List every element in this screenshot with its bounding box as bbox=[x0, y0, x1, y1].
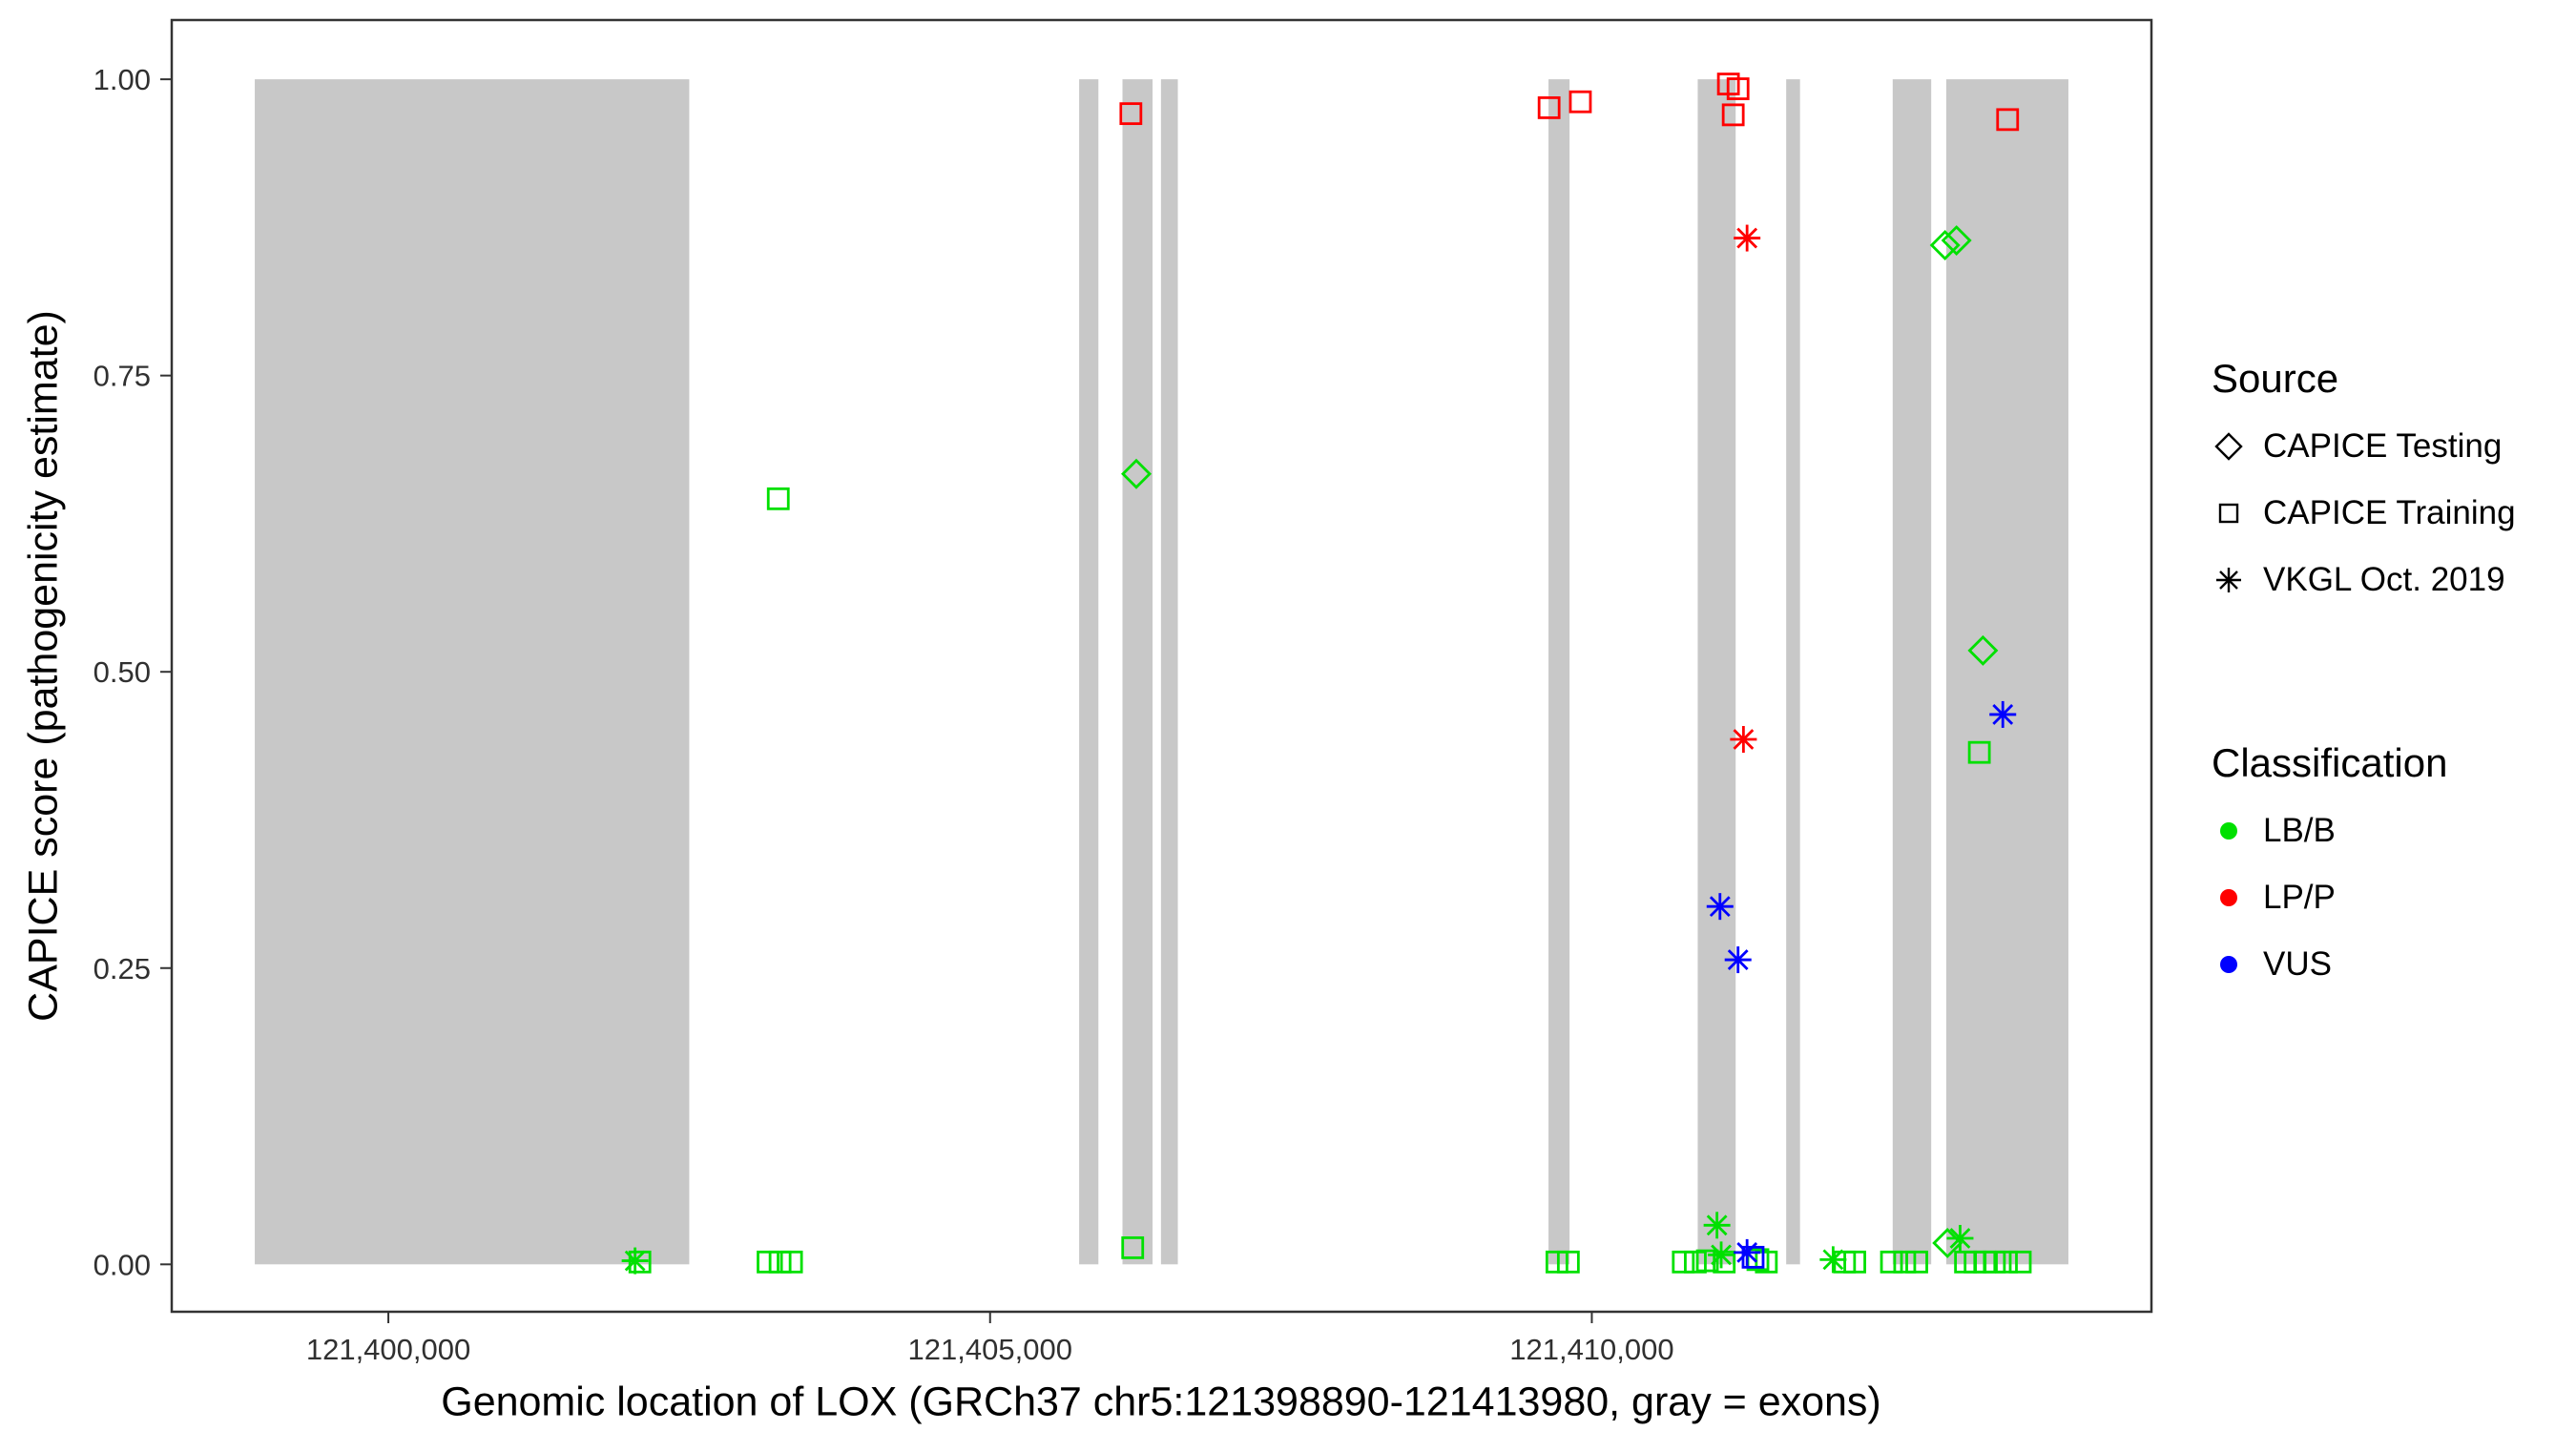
vus-color-dot-icon bbox=[2220, 956, 2237, 973]
point-asterisk bbox=[1822, 1249, 1844, 1271]
x-tick-label: 121,400,000 bbox=[306, 1333, 470, 1366]
point-asterisk bbox=[1733, 729, 1755, 750]
point-square bbox=[1843, 1250, 1866, 1274]
y-tick-label: 0.75 bbox=[93, 360, 151, 393]
point-square bbox=[768, 1250, 792, 1274]
point-diamond bbox=[1121, 458, 1152, 489]
point-square bbox=[1713, 1250, 1736, 1274]
y-tick-label: 0.50 bbox=[93, 655, 151, 689]
point-asterisk bbox=[1736, 227, 1758, 249]
exon-band bbox=[1122, 79, 1153, 1265]
legend: Source CAPICE Testing CAPICE Training bbox=[2212, 355, 2516, 1014]
lbb-color-dot-icon bbox=[2220, 822, 2237, 840]
point-square bbox=[2008, 1250, 2032, 1274]
panel-border bbox=[170, 18, 2153, 1314]
exon-band bbox=[1786, 79, 1800, 1265]
legend-item-label: VUS bbox=[2263, 945, 2332, 983]
legend-source-title: Source bbox=[2212, 356, 2339, 401]
point-asterisk bbox=[1706, 1214, 1728, 1236]
point-square bbox=[1568, 90, 1592, 114]
exon-band bbox=[1079, 79, 1099, 1265]
point-square bbox=[1983, 1250, 2006, 1274]
point-square bbox=[1695, 1249, 1719, 1273]
point-square bbox=[1672, 1250, 1695, 1274]
y-tick-label: 1.00 bbox=[93, 63, 151, 96]
point-diamond bbox=[1941, 225, 1972, 257]
point-square bbox=[1893, 1250, 1917, 1274]
square-icon bbox=[2218, 503, 2239, 524]
point-square bbox=[1880, 1250, 1903, 1274]
legend-classification-group: Classification LB/B LP/P VUS bbox=[2212, 739, 2516, 1014]
point-square bbox=[1967, 740, 1991, 764]
legend-source-group: Source CAPICE Testing CAPICE Training bbox=[2212, 355, 2516, 630]
x-axis-title: Genomic location of LOX (GRCh37 chr5:121… bbox=[441, 1379, 1881, 1425]
legend-item-lpp: LP/P bbox=[2212, 879, 2516, 916]
point-square bbox=[1741, 1245, 1765, 1269]
legend-item-vus: VUS bbox=[2212, 945, 2516, 983]
point-asterisk bbox=[1709, 896, 1731, 918]
legend-item-label: CAPICE Training bbox=[2263, 494, 2516, 531]
legend-item-label: LP/P bbox=[2263, 879, 2336, 916]
point-square bbox=[779, 1250, 803, 1274]
legend-classification-title: Classification bbox=[2212, 740, 2448, 785]
point-square bbox=[1119, 102, 1143, 126]
exon-band bbox=[1548, 79, 1570, 1265]
legend-item-capice-training: CAPICE Training bbox=[2212, 494, 2516, 531]
point-square bbox=[757, 1250, 779, 1274]
point-diamond bbox=[1929, 230, 1961, 260]
point-square bbox=[1996, 108, 2020, 132]
point-square bbox=[628, 1250, 652, 1274]
point-asterisk bbox=[1727, 949, 1749, 970]
legend-item-label: CAPICE Testing bbox=[2263, 427, 2503, 465]
legend-item-lbb: LB/B bbox=[2212, 812, 2516, 849]
asterisk-icon bbox=[2216, 568, 2241, 592]
point-square bbox=[1905, 1250, 1928, 1274]
point-asterisk bbox=[1949, 1228, 1971, 1249]
point-square bbox=[1721, 103, 1745, 127]
point-asterisk bbox=[1992, 704, 2014, 725]
point-square bbox=[766, 487, 790, 510]
y-tick-label: 0.00 bbox=[93, 1248, 151, 1281]
point-square bbox=[1726, 77, 1750, 100]
legend-item-label: LB/B bbox=[2263, 812, 2336, 849]
legend-item-label: VKGL Oct. 2019 bbox=[2263, 561, 2505, 598]
y-axis-title: CAPICE score (pathogenicity estimate) bbox=[20, 310, 67, 1022]
point-square bbox=[1537, 96, 1561, 119]
point-square bbox=[1556, 1250, 1580, 1274]
point-square bbox=[1995, 1250, 2018, 1274]
exon-band bbox=[255, 79, 690, 1265]
point-square bbox=[1684, 1250, 1707, 1274]
point-square bbox=[1121, 1236, 1145, 1259]
legend-item-vkgl: VKGL Oct. 2019 bbox=[2212, 561, 2516, 598]
exon-band bbox=[1697, 79, 1736, 1265]
legend-item-capice-testing: CAPICE Testing bbox=[2212, 427, 2516, 465]
exon-band bbox=[1945, 79, 2068, 1265]
x-tick-label: 121,410,000 bbox=[1509, 1333, 1673, 1366]
exon-band bbox=[1892, 79, 1932, 1265]
point-diamond bbox=[1967, 634, 1999, 666]
y-tick-label: 0.25 bbox=[93, 952, 151, 985]
diamond-icon bbox=[2214, 432, 2243, 461]
exon-band bbox=[1160, 79, 1178, 1265]
point-square bbox=[1545, 1250, 1568, 1274]
x-tick-label: 121,405,000 bbox=[908, 1333, 1072, 1366]
lpp-color-dot-icon bbox=[2220, 889, 2237, 906]
